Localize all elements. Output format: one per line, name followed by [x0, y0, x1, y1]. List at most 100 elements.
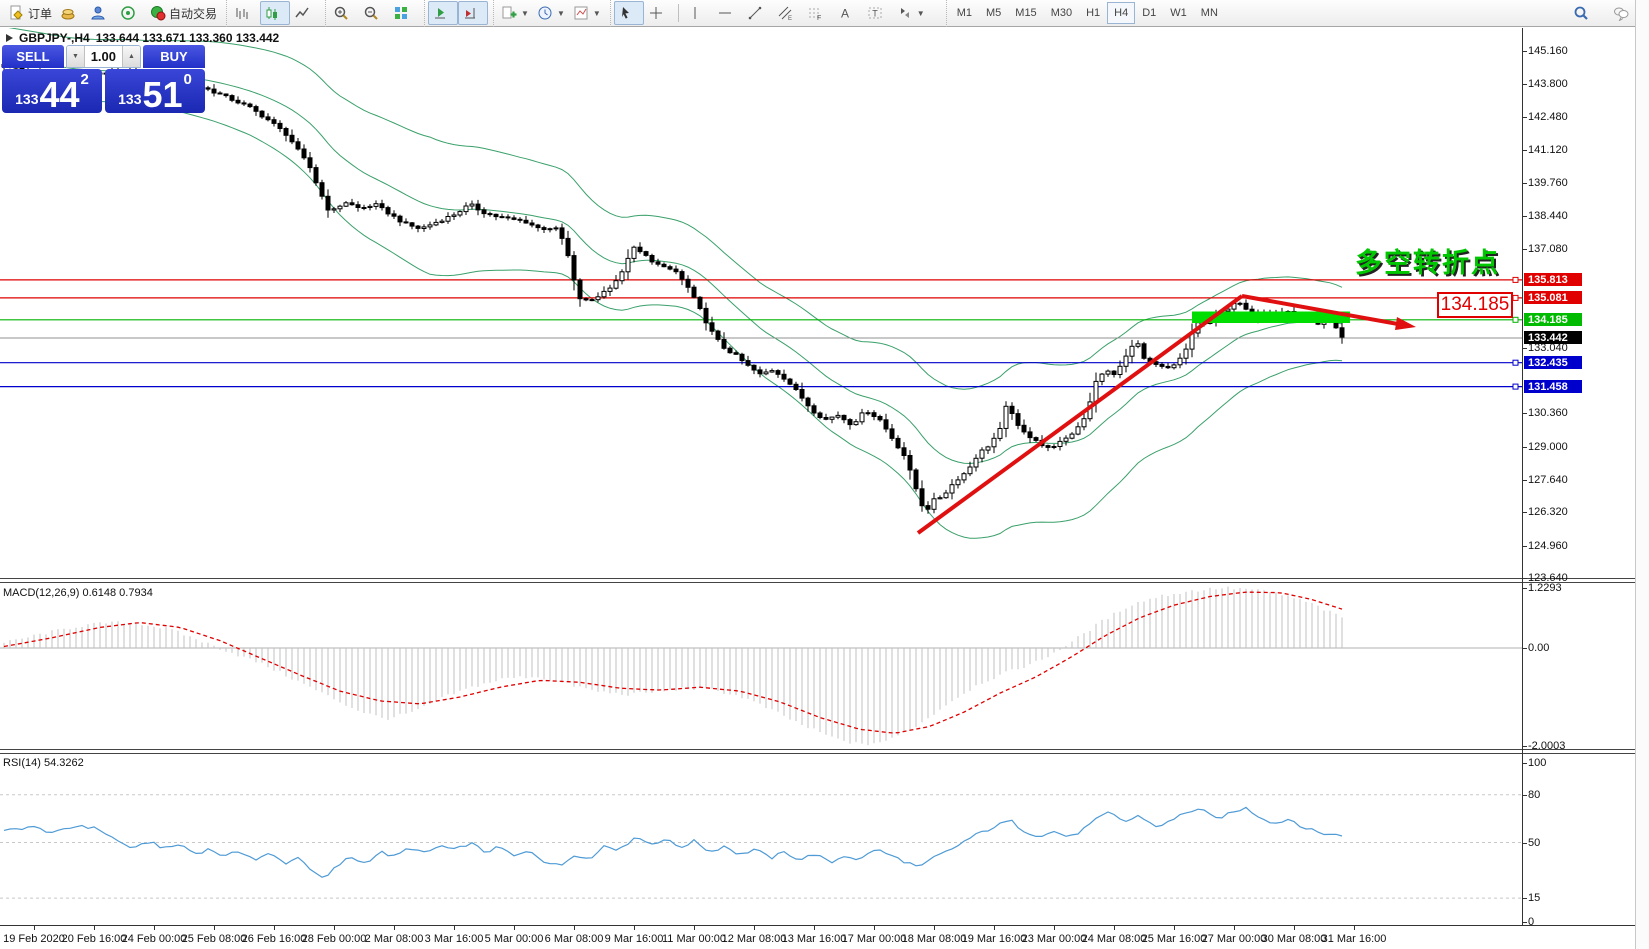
horizontal-line-button[interactable]	[713, 1, 743, 25]
price-tick-mark	[1522, 183, 1527, 184]
new-order-button-label: 订单	[28, 6, 53, 21]
price-tick-mark	[1522, 216, 1527, 217]
rsi-panel[interactable]	[0, 753, 1522, 925]
timeframe-m1-button[interactable]: M1	[956, 7, 972, 19]
date-label: 25 Mar 16:00	[1141, 933, 1207, 945]
price-box-annotation[interactable]: 134.185	[1437, 292, 1513, 318]
chart-shift-button[interactable]	[458, 1, 489, 25]
date-label: 19 Feb 2020	[3, 933, 65, 945]
date-label: 19 Mar 16:00	[961, 933, 1027, 945]
vertical-line-button[interactable]	[683, 1, 713, 25]
timeframe-d1-button[interactable]: D1	[1142, 7, 1157, 19]
bollinger-bands[interactable]	[3, 28, 1343, 539]
text-button[interactable]: A	[833, 1, 863, 25]
search-button[interactable]	[1569, 1, 1599, 25]
timeframe-m30-button[interactable]: M30	[1050, 7, 1073, 19]
date-label: 25 Feb 08:00	[181, 933, 247, 945]
date-label: 23 Mar 00:00	[1021, 933, 1087, 945]
date-label: 18 Mar 08:00	[901, 933, 967, 945]
price-tick-mark	[1522, 249, 1527, 250]
price-tick-label: 145.160	[1528, 45, 1568, 57]
text-label-button[interactable]: T	[863, 1, 893, 25]
macd-rsi-separator[interactable]	[0, 749, 1635, 754]
date-label: 9 Mar 16:00	[604, 933, 664, 945]
volume-down-button[interactable]: ▼	[67, 46, 85, 67]
macd-panel[interactable]	[0, 582, 1522, 749]
periods-button[interactable]: ▼	[533, 1, 569, 25]
hline-135.813[interactable]	[0, 276, 1522, 283]
zoom-out-button[interactable]	[359, 1, 389, 25]
macd-tick-mark	[1522, 746, 1527, 747]
date-tick-mark	[154, 926, 155, 930]
volume-input[interactable]: 1.00	[90, 49, 116, 64]
price-tick-mark	[1522, 348, 1527, 349]
toolbar-group-timeframes: M1 M5 M15 M30 H1 H4 D1 W1 MN	[945, 0, 1228, 27]
hline-135.081[interactable]	[0, 294, 1522, 301]
auto-trading-button[interactable]: 自动交易	[146, 1, 221, 25]
main-macd-separator[interactable]	[0, 578, 1635, 583]
channel-button[interactable]: E	[773, 1, 803, 25]
price-chip-131.458: 131.458	[1524, 380, 1582, 393]
tile-windows-button[interactable]	[389, 1, 419, 25]
timeframe-mn-button[interactable]: MN	[1200, 7, 1218, 19]
chart-title-symbol: GBPJPY-,H4	[19, 31, 90, 45]
main-price-chart[interactable]	[0, 28, 1522, 580]
timeframe-h1-button[interactable]: H1	[1086, 7, 1101, 19]
periods-icon	[538, 6, 552, 20]
line-chart-button[interactable]	[290, 1, 320, 25]
date-tick-mark	[34, 926, 35, 930]
rsi-tick-label: 80	[1528, 789, 1541, 801]
bid-price-box[interactable]: 133 44 2	[2, 69, 102, 113]
bar-chart-button[interactable]	[230, 1, 260, 25]
price-chip-133.442: 133.442	[1524, 331, 1582, 344]
hline-132.435[interactable]	[0, 359, 1522, 366]
auto-scroll-button[interactable]	[428, 1, 459, 25]
hline-131.458[interactable]	[0, 383, 1522, 390]
ask-sup: 0	[183, 71, 192, 88]
crosshair-button[interactable]	[644, 1, 674, 25]
templates-button[interactable]: ▼	[569, 1, 605, 25]
highlight-rectangle[interactable]	[1192, 311, 1350, 324]
chat-button[interactable]	[1609, 1, 1639, 25]
hline-icon	[718, 12, 731, 14]
buy-button[interactable]: BUY	[143, 45, 205, 68]
signals-button[interactable]	[116, 1, 146, 25]
market-watch-button[interactable]	[56, 1, 86, 25]
arrows-button[interactable]: ▼	[893, 1, 929, 25]
timeframe-w1-button[interactable]: W1	[1170, 7, 1187, 19]
candlestick-chart-button[interactable]	[260, 1, 291, 25]
cursor-button[interactable]	[613, 1, 644, 25]
autotrade-icon	[151, 6, 166, 21]
price-tick-label: 138.440	[1528, 210, 1568, 222]
fibo-icon: F	[808, 8, 821, 21]
timeframe-m15-button[interactable]: M15	[1015, 7, 1037, 19]
tile-icon	[395, 7, 408, 19]
order-icon	[10, 5, 23, 20]
new-order-button[interactable]: 订单	[5, 1, 56, 25]
date-tick-mark	[1354, 926, 1355, 930]
timeframe-h4-button[interactable]: H4	[1107, 2, 1136, 24]
data-window-button[interactable]	[86, 1, 116, 25]
candles-layer[interactable]	[1, 62, 1345, 514]
ask-price-box[interactable]: 133 51 0	[105, 69, 205, 113]
cursor-icon	[621, 7, 629, 19]
bid-small: 133	[15, 91, 39, 107]
timeframe-m5-button[interactable]: M5	[986, 7, 1002, 19]
trendline-down[interactable]	[1241, 294, 1416, 330]
sell-button[interactable]: SELL	[2, 45, 64, 68]
trendline-up[interactable]	[916, 294, 1244, 535]
indicators-icon	[502, 6, 517, 19]
trendline-button[interactable]	[743, 1, 773, 25]
fibonacci-button[interactable]: F	[803, 1, 833, 25]
bars-icon	[236, 8, 248, 19]
turning-point-annotation[interactable]: 多空转折点	[1355, 248, 1500, 278]
volume-up-button[interactable]: ▲	[122, 46, 140, 67]
rsi-tick-label: 100	[1528, 757, 1547, 769]
toolbar-group-objects: ▼ ▼ ▼	[493, 0, 608, 27]
volume-stepper[interactable]: ▼ 1.00 ▲	[66, 45, 141, 68]
zoom-in-button[interactable]	[329, 1, 359, 25]
date-label: 6 Mar 08:00	[544, 933, 604, 945]
date-tick-mark	[754, 926, 755, 930]
indicators-button[interactable]: ▼	[497, 1, 533, 25]
one-click-trading-panel: SELL ▼ 1.00 ▲ BUY 133 44 2 133 51 0	[2, 45, 205, 113]
